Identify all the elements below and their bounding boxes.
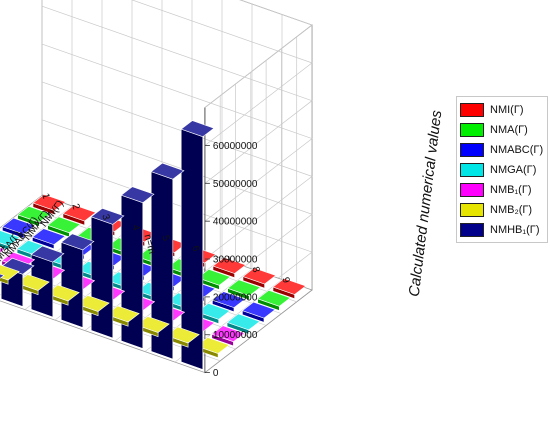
bars bbox=[0, 119, 307, 370]
legend-item: NMABC(Γ) bbox=[460, 140, 547, 159]
bar bbox=[0, 273, 5, 279]
z-tick-label: 40000000 bbox=[213, 217, 258, 228]
x-tick-label: 3 bbox=[99, 213, 111, 222]
z-tick-label: 50000000 bbox=[213, 179, 258, 190]
legend-swatch bbox=[460, 162, 484, 177]
legend-item: NMB₁(Γ) bbox=[460, 180, 547, 199]
bar-top bbox=[90, 208, 125, 225]
bar-top bbox=[0, 273, 5, 279]
legend-swatch bbox=[460, 202, 484, 217]
z-tick-label: 60000000 bbox=[213, 141, 258, 152]
legend-label: NMB₂(Γ) bbox=[490, 203, 533, 216]
grid-line bbox=[0, 205, 73, 262]
legend-label: NMI(Γ) bbox=[490, 103, 524, 116]
bar-top bbox=[47, 216, 82, 234]
x-axis-label: n=m bbox=[142, 233, 158, 255]
bar-top bbox=[211, 291, 246, 308]
bar bbox=[0, 264, 20, 285]
x-tick-label: 7 bbox=[219, 255, 231, 264]
bar-top bbox=[212, 257, 247, 274]
bar bbox=[31, 227, 66, 250]
bar bbox=[47, 216, 82, 238]
bar-side-right bbox=[0, 276, 9, 285]
legend-label: NMHB₁(Γ) bbox=[490, 223, 540, 236]
bar bbox=[241, 301, 276, 323]
x-tick-label: 5 bbox=[159, 234, 171, 243]
bar-top bbox=[30, 245, 65, 263]
bar-top bbox=[1, 217, 36, 235]
bar-top bbox=[242, 267, 277, 285]
bar bbox=[0, 247, 6, 254]
x-tick-label: 9 bbox=[279, 276, 291, 285]
bar-top bbox=[17, 205, 52, 223]
legend-swatch bbox=[460, 142, 484, 157]
bar-side-right bbox=[60, 241, 84, 328]
legend-item: NMGA(Γ) bbox=[460, 160, 547, 179]
bar-top bbox=[211, 325, 246, 343]
bar bbox=[211, 325, 246, 347]
legend-swatch bbox=[460, 102, 484, 117]
bar-top bbox=[150, 162, 185, 180]
bar bbox=[242, 267, 277, 289]
bar bbox=[0, 230, 21, 251]
bar-side-right bbox=[120, 194, 144, 349]
bar-top bbox=[0, 247, 6, 254]
x-tick-label: 4 bbox=[129, 223, 141, 232]
bar-top bbox=[0, 264, 20, 281]
x-tick-label: 8 bbox=[249, 265, 261, 274]
legend-label: NMABC(Γ) bbox=[490, 143, 544, 156]
legend-item: NMB₂(Γ) bbox=[460, 200, 547, 219]
bar bbox=[62, 204, 97, 226]
z-tick-label: 0 bbox=[213, 368, 219, 379]
x-tick-label: 1 bbox=[39, 192, 51, 201]
bar bbox=[32, 193, 67, 216]
grid-line bbox=[0, 283, 221, 362]
bar-top bbox=[227, 279, 262, 297]
bar-top bbox=[60, 233, 95, 251]
legend-label: NMB₁(Γ) bbox=[490, 183, 532, 196]
x-tick-label: 2 bbox=[69, 202, 81, 211]
bar bbox=[180, 119, 215, 370]
z-tick-label: 10000000 bbox=[213, 330, 258, 341]
bar-side-right bbox=[90, 216, 114, 339]
bar-side-right bbox=[0, 242, 9, 251]
legend-item: NMI(Γ) bbox=[460, 100, 547, 119]
bar-top bbox=[0, 230, 21, 247]
bar bbox=[272, 277, 307, 300]
legend-swatch bbox=[460, 182, 484, 197]
z-tick-label: 20000000 bbox=[213, 292, 258, 303]
bar bbox=[226, 313, 261, 335]
bar-top bbox=[272, 278, 307, 295]
bar bbox=[212, 256, 247, 279]
legend-label: NMA(Γ) bbox=[490, 123, 528, 136]
bar-top bbox=[62, 204, 97, 222]
legend-swatch bbox=[460, 122, 484, 137]
legend-swatch bbox=[460, 222, 484, 237]
bar-top bbox=[241, 301, 276, 319]
bar bbox=[227, 279, 262, 301]
bar-top bbox=[31, 228, 66, 245]
legend: NMI(Γ) NMA(Γ) NMABC(Γ) NMGA(Γ) NMB₁(Γ) N… bbox=[456, 96, 548, 243]
legend-label: NMGA(Γ) bbox=[490, 163, 537, 176]
bar-top bbox=[120, 186, 155, 204]
bar bbox=[1, 217, 36, 239]
legend-item: NMHB₁(Γ) bbox=[460, 220, 547, 239]
z-tick-label: 30000000 bbox=[213, 255, 258, 266]
bar-top bbox=[32, 194, 67, 211]
bar bbox=[211, 290, 246, 313]
bar bbox=[257, 289, 292, 311]
z-axis-label: Calculated numerical values bbox=[406, 109, 446, 298]
grid-line bbox=[131, 0, 313, 146]
bar bbox=[150, 162, 185, 360]
bar-top bbox=[257, 289, 292, 307]
grid-line bbox=[204, 0, 313, 108]
bar-top bbox=[180, 120, 215, 138]
bar bbox=[17, 205, 52, 227]
x-tick-label: 6 bbox=[189, 244, 201, 253]
legend-item: NMA(Γ) bbox=[460, 120, 547, 139]
bar-top bbox=[226, 313, 261, 331]
